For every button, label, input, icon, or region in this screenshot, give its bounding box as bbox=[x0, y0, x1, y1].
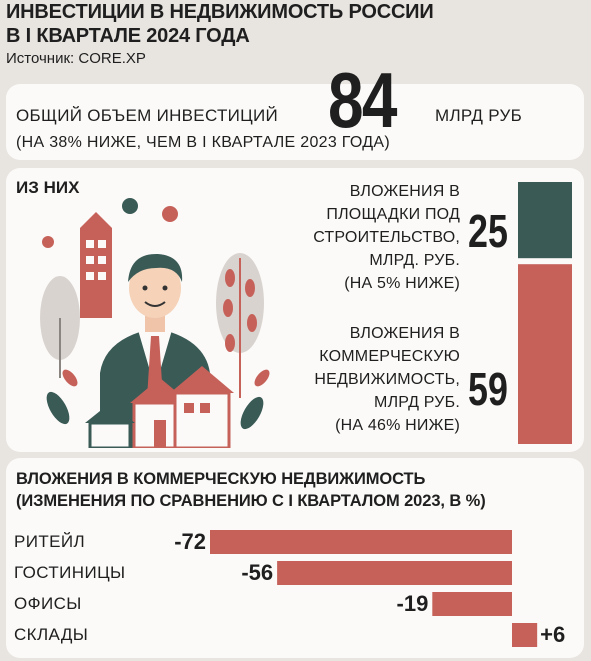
chart-subtitle: (ИЗМЕНЕНИЯ ПО СРАВНЕНИЮ С I КВАРТАЛОМ 20… bbox=[16, 492, 486, 510]
total-value: 84 bbox=[328, 56, 398, 144]
segment-land-line: СТРОИТЕЛЬСТВО, bbox=[313, 229, 460, 246]
stack-segment-0 bbox=[518, 182, 572, 259]
segment-commercial-line: (НА 46% НИЖЕ) bbox=[335, 417, 460, 434]
source-note: Источник: CORE.XP bbox=[6, 50, 146, 67]
category-label: ОФИСЫ bbox=[14, 594, 82, 613]
stacked-share-bar bbox=[518, 182, 572, 444]
title-line-2: В I КВАРТАЛЕ 2024 ГОДА bbox=[6, 25, 250, 47]
segment-commercial-value: 59 bbox=[468, 363, 508, 415]
value-label: +6 bbox=[540, 622, 566, 647]
bar-3 bbox=[512, 623, 538, 647]
category-label: РИТЕЙЛ bbox=[14, 532, 86, 551]
total-note: (НА 38% НИЖЕ, ЧЕМ В I КВАРТАЛЕ 2023 ГОДА… bbox=[16, 134, 390, 151]
segment-land-line: МЛРД. РУБ. bbox=[369, 252, 460, 269]
commercial-changes-card: ВЛОЖЕНИЯ В КОММЕРЧЕСКУЮ НЕДВИЖИМОСТЬ (ИЗ… bbox=[6, 458, 584, 658]
stack-segment-1 bbox=[518, 264, 572, 444]
title-line-1: ИНВЕСТИЦИИ В НЕДВИЖИМОСТЬ РОССИИ bbox=[6, 1, 434, 23]
segment-land-value: 25 bbox=[468, 205, 508, 257]
segment-land-line: ПЛОЩАДКИ ПОД bbox=[326, 206, 460, 223]
chart-title: ВЛОЖЕНИЯ В КОММЕРЧЕСКУЮ НЕДВИЖИМОСТЬ bbox=[16, 470, 426, 488]
split-heading: ИЗ НИХ bbox=[16, 178, 80, 197]
segment-commercial-line: НЕДВИЖИМОСТЬ, bbox=[314, 371, 460, 388]
total-investment-card: ОБЩИЙ ОБЪЕМ ИНВЕСТИЦИЙ 84 МЛРД РУБ (НА 3… bbox=[6, 56, 584, 160]
category-label: ГОСТИНИЦЫ bbox=[14, 563, 126, 582]
total-unit: МЛРД РУБ bbox=[435, 106, 523, 125]
segment-land-text: ВЛОЖЕНИЯ В ПЛОЩАДКИ ПОД СТРОИТЕЛЬСТВО, М… bbox=[313, 180, 460, 295]
segment-land-line: ВЛОЖЕНИЯ В bbox=[349, 183, 460, 200]
segment-land-line: (НА 5% НИЖЕ) bbox=[344, 275, 460, 292]
header: ИНВЕСТИЦИИ В НЕДВИЖИМОСТЬ РОССИИ В I КВА… bbox=[6, 0, 586, 68]
category-label: СКЛАДЫ bbox=[14, 625, 89, 644]
businessman-houses-illustration bbox=[40, 198, 270, 448]
segment-commercial-line: МЛРД РУБ. bbox=[374, 394, 460, 411]
total-label: ОБЩИЙ ОБЪЕМ ИНВЕСТИЦИЙ bbox=[16, 106, 279, 125]
value-label: -56 bbox=[241, 560, 274, 585]
segment-commercial-line: ВЛОЖЕНИЯ В bbox=[349, 325, 460, 342]
value-label: -72 bbox=[174, 529, 206, 554]
bar-2 bbox=[432, 592, 512, 616]
bar-0 bbox=[210, 530, 512, 554]
value-label: -19 bbox=[396, 591, 429, 616]
segment-commercial-line: КОММЕРЧЕСКУЮ bbox=[319, 348, 460, 365]
chart-heading: ВЛОЖЕНИЯ В КОММЕРЧЕСКУЮ НЕДВИЖИМОСТЬ (ИЗ… bbox=[16, 468, 486, 512]
segment-commercial-text: ВЛОЖЕНИЯ В КОММЕРЧЕСКУЮ НЕДВИЖИМОСТЬ, МЛ… bbox=[314, 322, 460, 437]
split-card: ИЗ НИХ bbox=[6, 168, 584, 452]
change-bar-chart bbox=[210, 530, 538, 647]
bar-1 bbox=[277, 561, 512, 585]
